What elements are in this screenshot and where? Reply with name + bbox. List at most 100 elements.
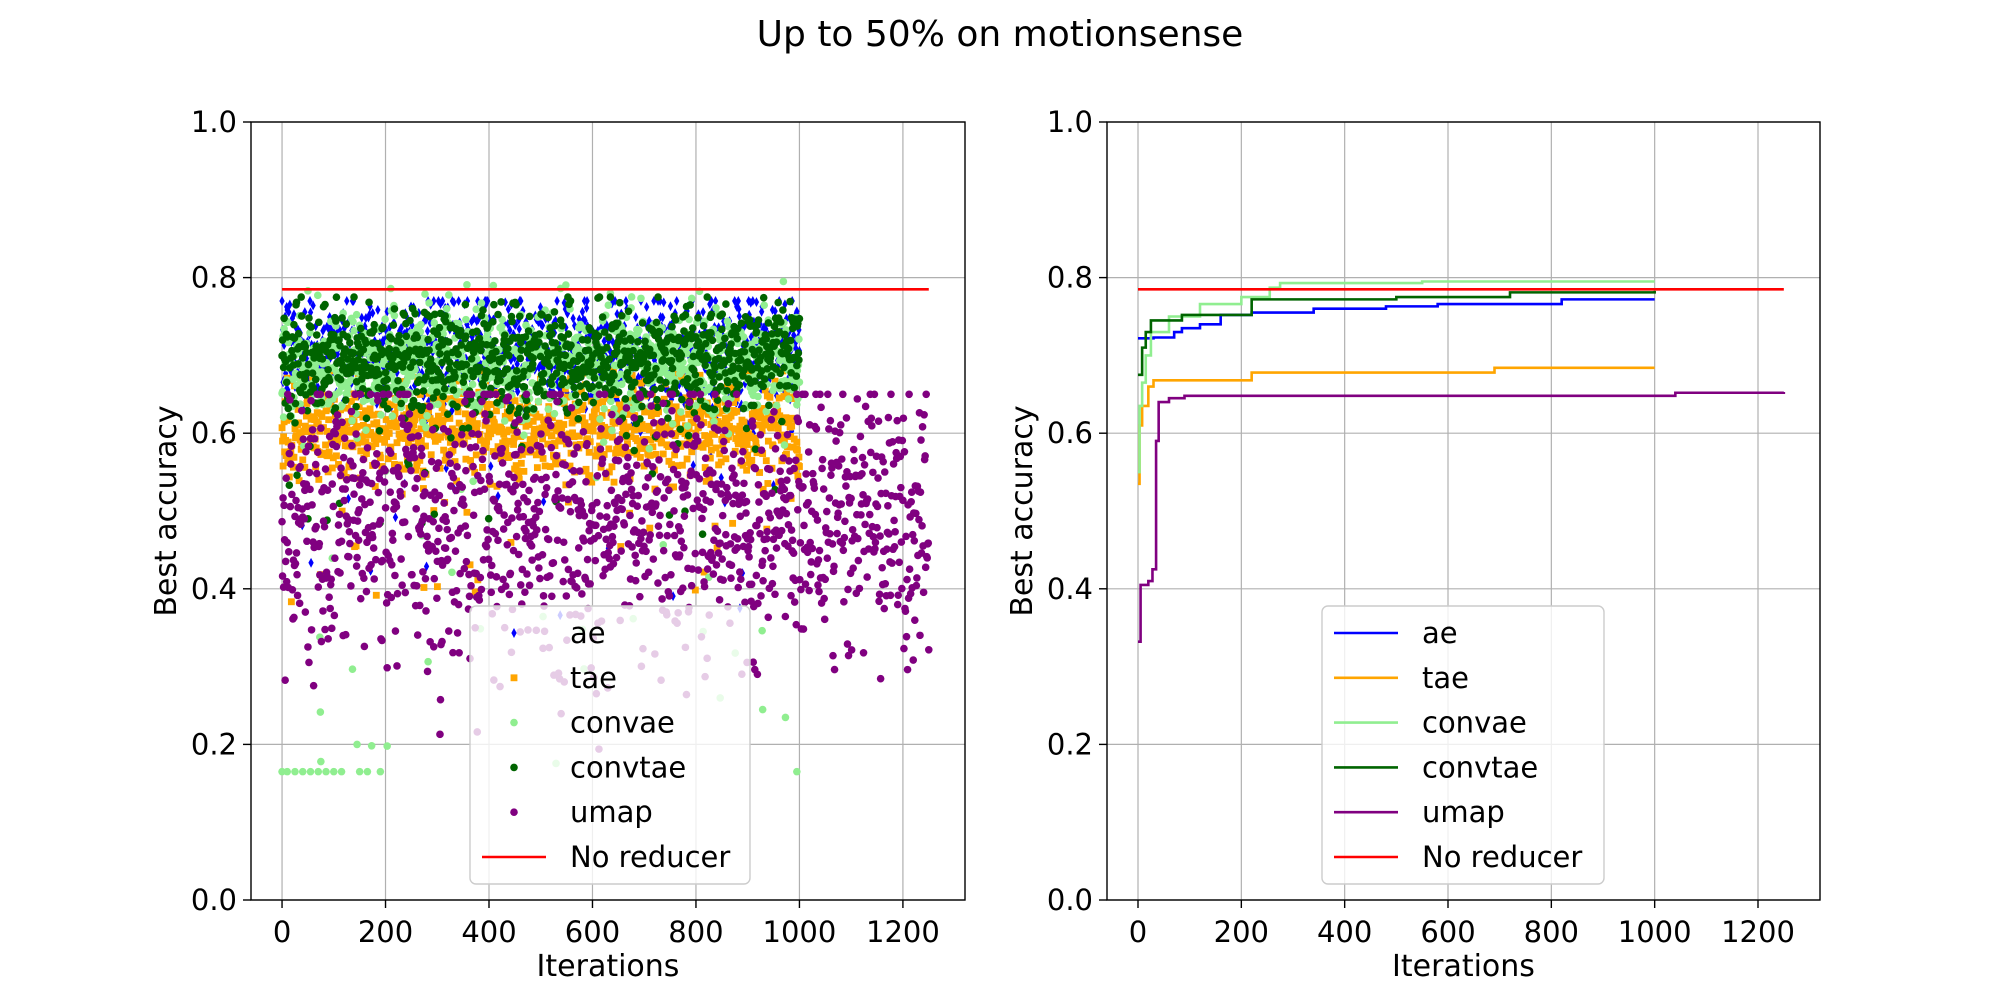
series-umap-point [564, 565, 573, 574]
series-umap-point [467, 390, 476, 399]
series-tae-point [633, 437, 641, 445]
series-convtae-point [683, 375, 692, 383]
series-umap-point [668, 390, 677, 399]
series-convtae-point [661, 349, 670, 357]
series-tae-point [640, 462, 648, 470]
series-umap-point [341, 485, 350, 493]
series-convae-point [677, 408, 685, 416]
series-convtae-point [739, 372, 747, 380]
series-umap-point [522, 390, 531, 399]
series-tae-point [740, 418, 748, 426]
series-ae-point [279, 296, 285, 306]
series-tae-point [678, 461, 686, 469]
series-convtae-point [575, 398, 583, 407]
series-umap-point [542, 473, 550, 482]
series-umap-point [305, 658, 313, 667]
series-convtae-point [358, 375, 366, 383]
series-umap-point [495, 480, 504, 489]
series-convtae-point [308, 369, 317, 378]
series-umap-point [552, 451, 561, 460]
series-umap-point [759, 576, 767, 585]
series-umap-point [474, 430, 483, 439]
series-umap-point [506, 569, 515, 578]
series-tae-point [322, 407, 330, 415]
series-tae-point [338, 507, 346, 515]
series-convtae-point [652, 318, 661, 327]
series-convtae-point [551, 339, 560, 347]
series-tae-point [608, 463, 616, 471]
series-convtae-point [462, 360, 471, 369]
series-tae-point [747, 434, 755, 442]
series-convtae-point [645, 345, 654, 354]
series-umap-point [334, 521, 343, 529]
series-umap-point [603, 501, 612, 510]
series-tae-point [747, 460, 755, 468]
series-umap-point [757, 592, 765, 600]
series-tae-point [487, 401, 495, 408]
series-convae-point [352, 310, 361, 319]
series-ae-point [291, 309, 297, 320]
series-convtae-point [694, 337, 703, 346]
series-tae-point [428, 421, 436, 429]
series-tae-point [656, 435, 664, 443]
series-tae-point [646, 451, 654, 459]
series-umap-point [503, 540, 512, 549]
series-convtae-point [621, 395, 630, 403]
series-ae-point [443, 463, 449, 474]
series-tae-point [700, 568, 708, 576]
series-convtae-point [590, 374, 599, 382]
series-umap-point [280, 501, 288, 510]
series-umap-point [462, 557, 471, 566]
series-convtae-point [676, 425, 685, 434]
series-tae-point [352, 542, 360, 550]
plot-data [278, 277, 933, 776]
series-tae-point [728, 384, 736, 392]
series-tae-point [668, 461, 675, 468]
series-tae-point [506, 414, 514, 422]
series-convae-point [520, 431, 528, 440]
series-convtae-point [284, 404, 293, 413]
series-umap-point [547, 443, 556, 452]
series-umap-point [293, 591, 302, 600]
series-umap-point [605, 554, 614, 563]
series-tae-point [762, 419, 770, 427]
series-umap-point [306, 485, 314, 494]
series-tae-point [573, 407, 581, 414]
series-tae-point [741, 431, 748, 439]
series-convtae-point [464, 424, 473, 432]
series-convtae-point [397, 399, 405, 408]
series-umap-point [518, 565, 527, 574]
series-convae-point [762, 407, 771, 416]
series-tae-point [764, 480, 772, 487]
series-convtae-point [486, 384, 495, 393]
series-umap-point [549, 559, 558, 567]
series-umap-point [660, 494, 668, 502]
series-convtae-point [408, 403, 416, 412]
series-umap-point [452, 586, 461, 595]
series-tae-point [312, 444, 320, 452]
series-convtae-point [453, 402, 461, 411]
series-convtae-point [497, 387, 506, 396]
series-umap-point [556, 390, 564, 399]
series-convae-point [383, 742, 391, 750]
series-umap-point [683, 491, 692, 499]
series-convtae-point [494, 310, 502, 319]
series-convtae-point [416, 358, 424, 367]
series-umap-point [762, 535, 771, 543]
series-tae-point [284, 438, 292, 446]
series-tae-point [387, 401, 395, 409]
series-tae-point [348, 398, 355, 405]
series-convtae-point [324, 365, 332, 374]
series-umap-point [642, 547, 650, 556]
series-tae-point [664, 443, 672, 450]
series-convtae-point [490, 300, 498, 309]
series-convtae-point [312, 331, 321, 339]
series-umap-point [292, 549, 301, 557]
series-tae-point [605, 445, 613, 453]
series-tae-point [438, 398, 445, 406]
series-umap-point [299, 435, 308, 443]
series-tae-point [652, 451, 660, 458]
series-ae-point [477, 329, 484, 340]
series-tae-point [579, 414, 586, 422]
series-tae-point [548, 414, 556, 422]
